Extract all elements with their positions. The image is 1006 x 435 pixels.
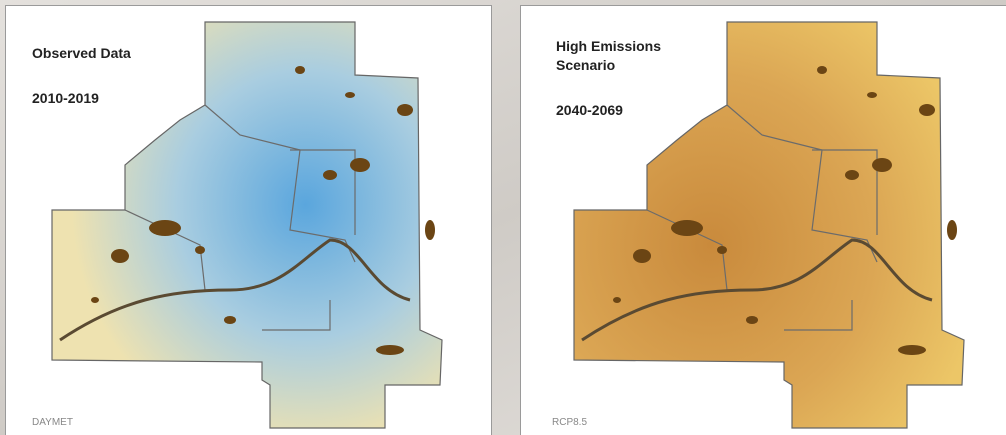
- panel-observed: Observed Data 2010-2019 DAYMET: [5, 5, 492, 435]
- panel-title: Observed Data: [32, 45, 131, 61]
- panel-period: 2010-2019: [32, 90, 99, 106]
- panel-title: High Emissions: [556, 38, 661, 54]
- data-source: RCP8.5: [552, 417, 587, 428]
- panel-projection: High Emissions Scenario 2040-2069 RCP8.5: [520, 5, 1006, 435]
- panel-period: 2040-2069: [556, 102, 623, 118]
- data-source: DAYMET: [32, 417, 73, 428]
- panel-title: Scenario: [556, 57, 615, 73]
